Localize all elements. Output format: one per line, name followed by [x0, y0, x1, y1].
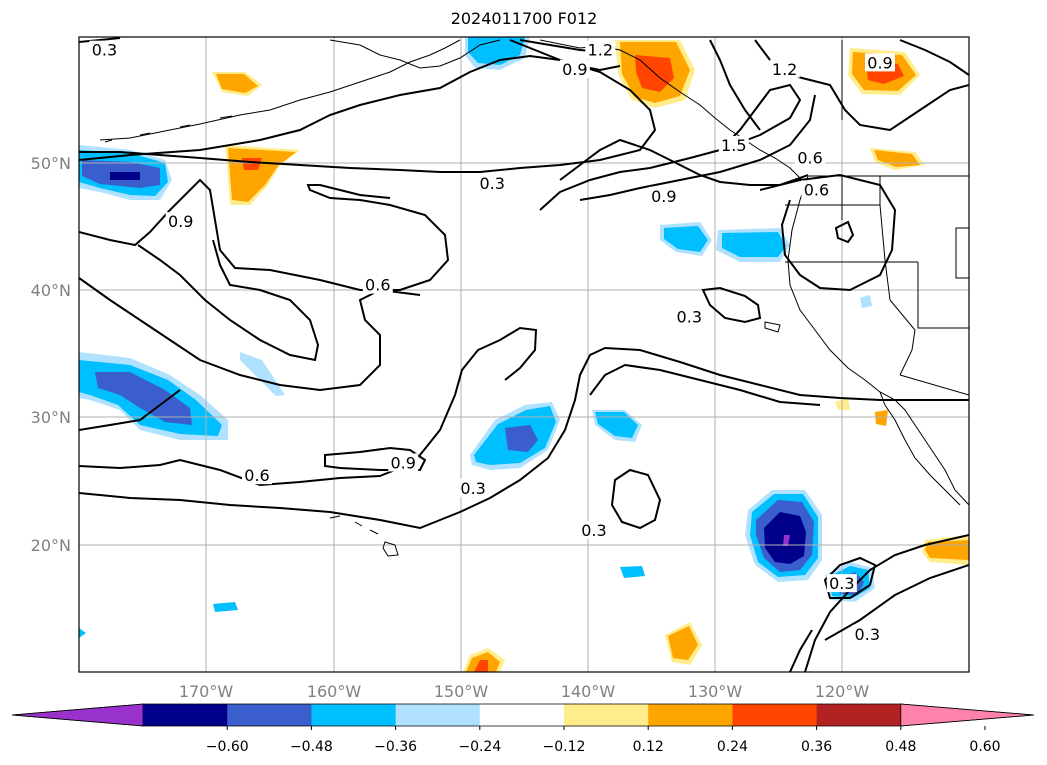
- graticule: [79, 37, 969, 672]
- contour-label: 0.3: [460, 479, 485, 498]
- contour-label-halo: [769, 59, 800, 78]
- contour-label-halo: [477, 174, 508, 193]
- contour-label: 0.3: [677, 307, 702, 326]
- lat-label: 40°N: [31, 281, 71, 300]
- colorbar-tick-label: −0.60: [206, 739, 249, 755]
- contour-label-halo: [559, 59, 590, 78]
- contour-label: 1.2: [772, 60, 797, 79]
- colorbar-segment: [648, 704, 733, 726]
- contour-label: 0.9: [651, 187, 676, 206]
- contour-label: 0.3: [581, 521, 606, 540]
- contour-label: 0.3: [92, 41, 117, 60]
- map-title: 2024011700 F012: [450, 9, 598, 28]
- colorbar-segment: [479, 704, 565, 726]
- contour-label-layer: 0.3 1.20.9 1.2 0.91.50.60.3 0.60.90.90.60.30…: [89, 40, 895, 644]
- contour-label-halo: [852, 624, 883, 643]
- contour-label: 0.6: [365, 276, 390, 295]
- contour-label: 1.5: [721, 136, 746, 155]
- contour-label-halo: [718, 135, 749, 154]
- colorbar-tick-label: 0.48: [885, 739, 916, 755]
- colorbar-segment: [732, 704, 818, 726]
- contour-label-halo: [674, 307, 705, 326]
- plot-frame: [78, 36, 970, 673]
- contour-label: 0.6: [244, 466, 269, 485]
- colorbar-tick-label: −0.48: [290, 739, 333, 755]
- contour-lines: [79, 37, 969, 672]
- colorbar-tick-label: −0.36: [374, 739, 417, 755]
- contour-label: 1.2: [588, 41, 613, 60]
- colorbar-segment: [311, 704, 397, 726]
- contour-label: 0.3: [479, 174, 504, 193]
- contour-label-halo: [795, 148, 826, 167]
- contour-label: 0.6: [797, 149, 822, 168]
- lat-label: 50°N: [31, 154, 71, 173]
- contour-label-halo: [89, 40, 120, 59]
- contour-label-halo: [458, 478, 489, 497]
- contour-label: 0.9: [562, 60, 587, 79]
- contour-label-halo: [585, 40, 616, 59]
- contour-label-halo: [165, 212, 196, 231]
- colorbar-tick-label: 0.60: [969, 739, 1000, 755]
- lat-label: 30°N: [31, 408, 71, 427]
- contour-label-halo: [648, 186, 679, 205]
- contour-label: 0.9: [168, 212, 193, 231]
- contour-label-halo: [826, 574, 857, 593]
- colorbar-tick-label: 0.36: [801, 739, 832, 755]
- colorbar-segment: [564, 704, 649, 726]
- colorbar: −0.60 −0.48 −0.36 −0.24 −0.12 0.12 0.24 0.36 0.4…: [11, 703, 1035, 755]
- colorbar-segment: [816, 704, 902, 726]
- lon-label: 150°W: [434, 682, 489, 701]
- coastlines: [99, 39, 969, 557]
- colorbar-tick-label: −0.12: [543, 739, 586, 755]
- colorbar-outline: [11, 703, 1035, 727]
- colorbar-segment: [395, 704, 481, 726]
- lon-labels: 170°W 160°W 150°W 140°W 130°W 120°W: [179, 682, 870, 701]
- colorbar-tick-label: −0.24: [458, 739, 501, 755]
- colorbar-segment: [143, 704, 228, 726]
- lat-labels: 50°N 40°N 30°N 20°N: [31, 154, 71, 555]
- colorbar-tick-label: 0.12: [633, 739, 664, 755]
- colorbar-extend-min: [11, 703, 144, 727]
- lat-label: 20°N: [31, 536, 71, 555]
- lon-label: 130°W: [688, 682, 743, 701]
- contour-label: 0.3: [855, 625, 880, 644]
- contour-label-halo: [578, 520, 609, 539]
- contour-label-halo: [801, 180, 832, 199]
- lon-label: 120°W: [815, 682, 870, 701]
- contour-label: 0.9: [867, 53, 892, 72]
- lon-label: 170°W: [179, 682, 234, 701]
- colorbar-tick-label: 0.24: [717, 739, 748, 755]
- contour-label: 0.6: [804, 180, 829, 199]
- contour-label-halo: [388, 453, 419, 472]
- contour-label: 0.9: [390, 453, 415, 472]
- lon-label: 140°W: [561, 682, 616, 701]
- colorbar-segment: [227, 704, 312, 726]
- contour-label-halo: [362, 275, 393, 294]
- contour-label: 0.3: [829, 574, 854, 593]
- contour-label-halo: [242, 466, 272, 485]
- lon-label: 160°W: [307, 682, 362, 701]
- colorbar-extend-max: [900, 703, 1035, 727]
- contour-label-halo: [865, 53, 895, 72]
